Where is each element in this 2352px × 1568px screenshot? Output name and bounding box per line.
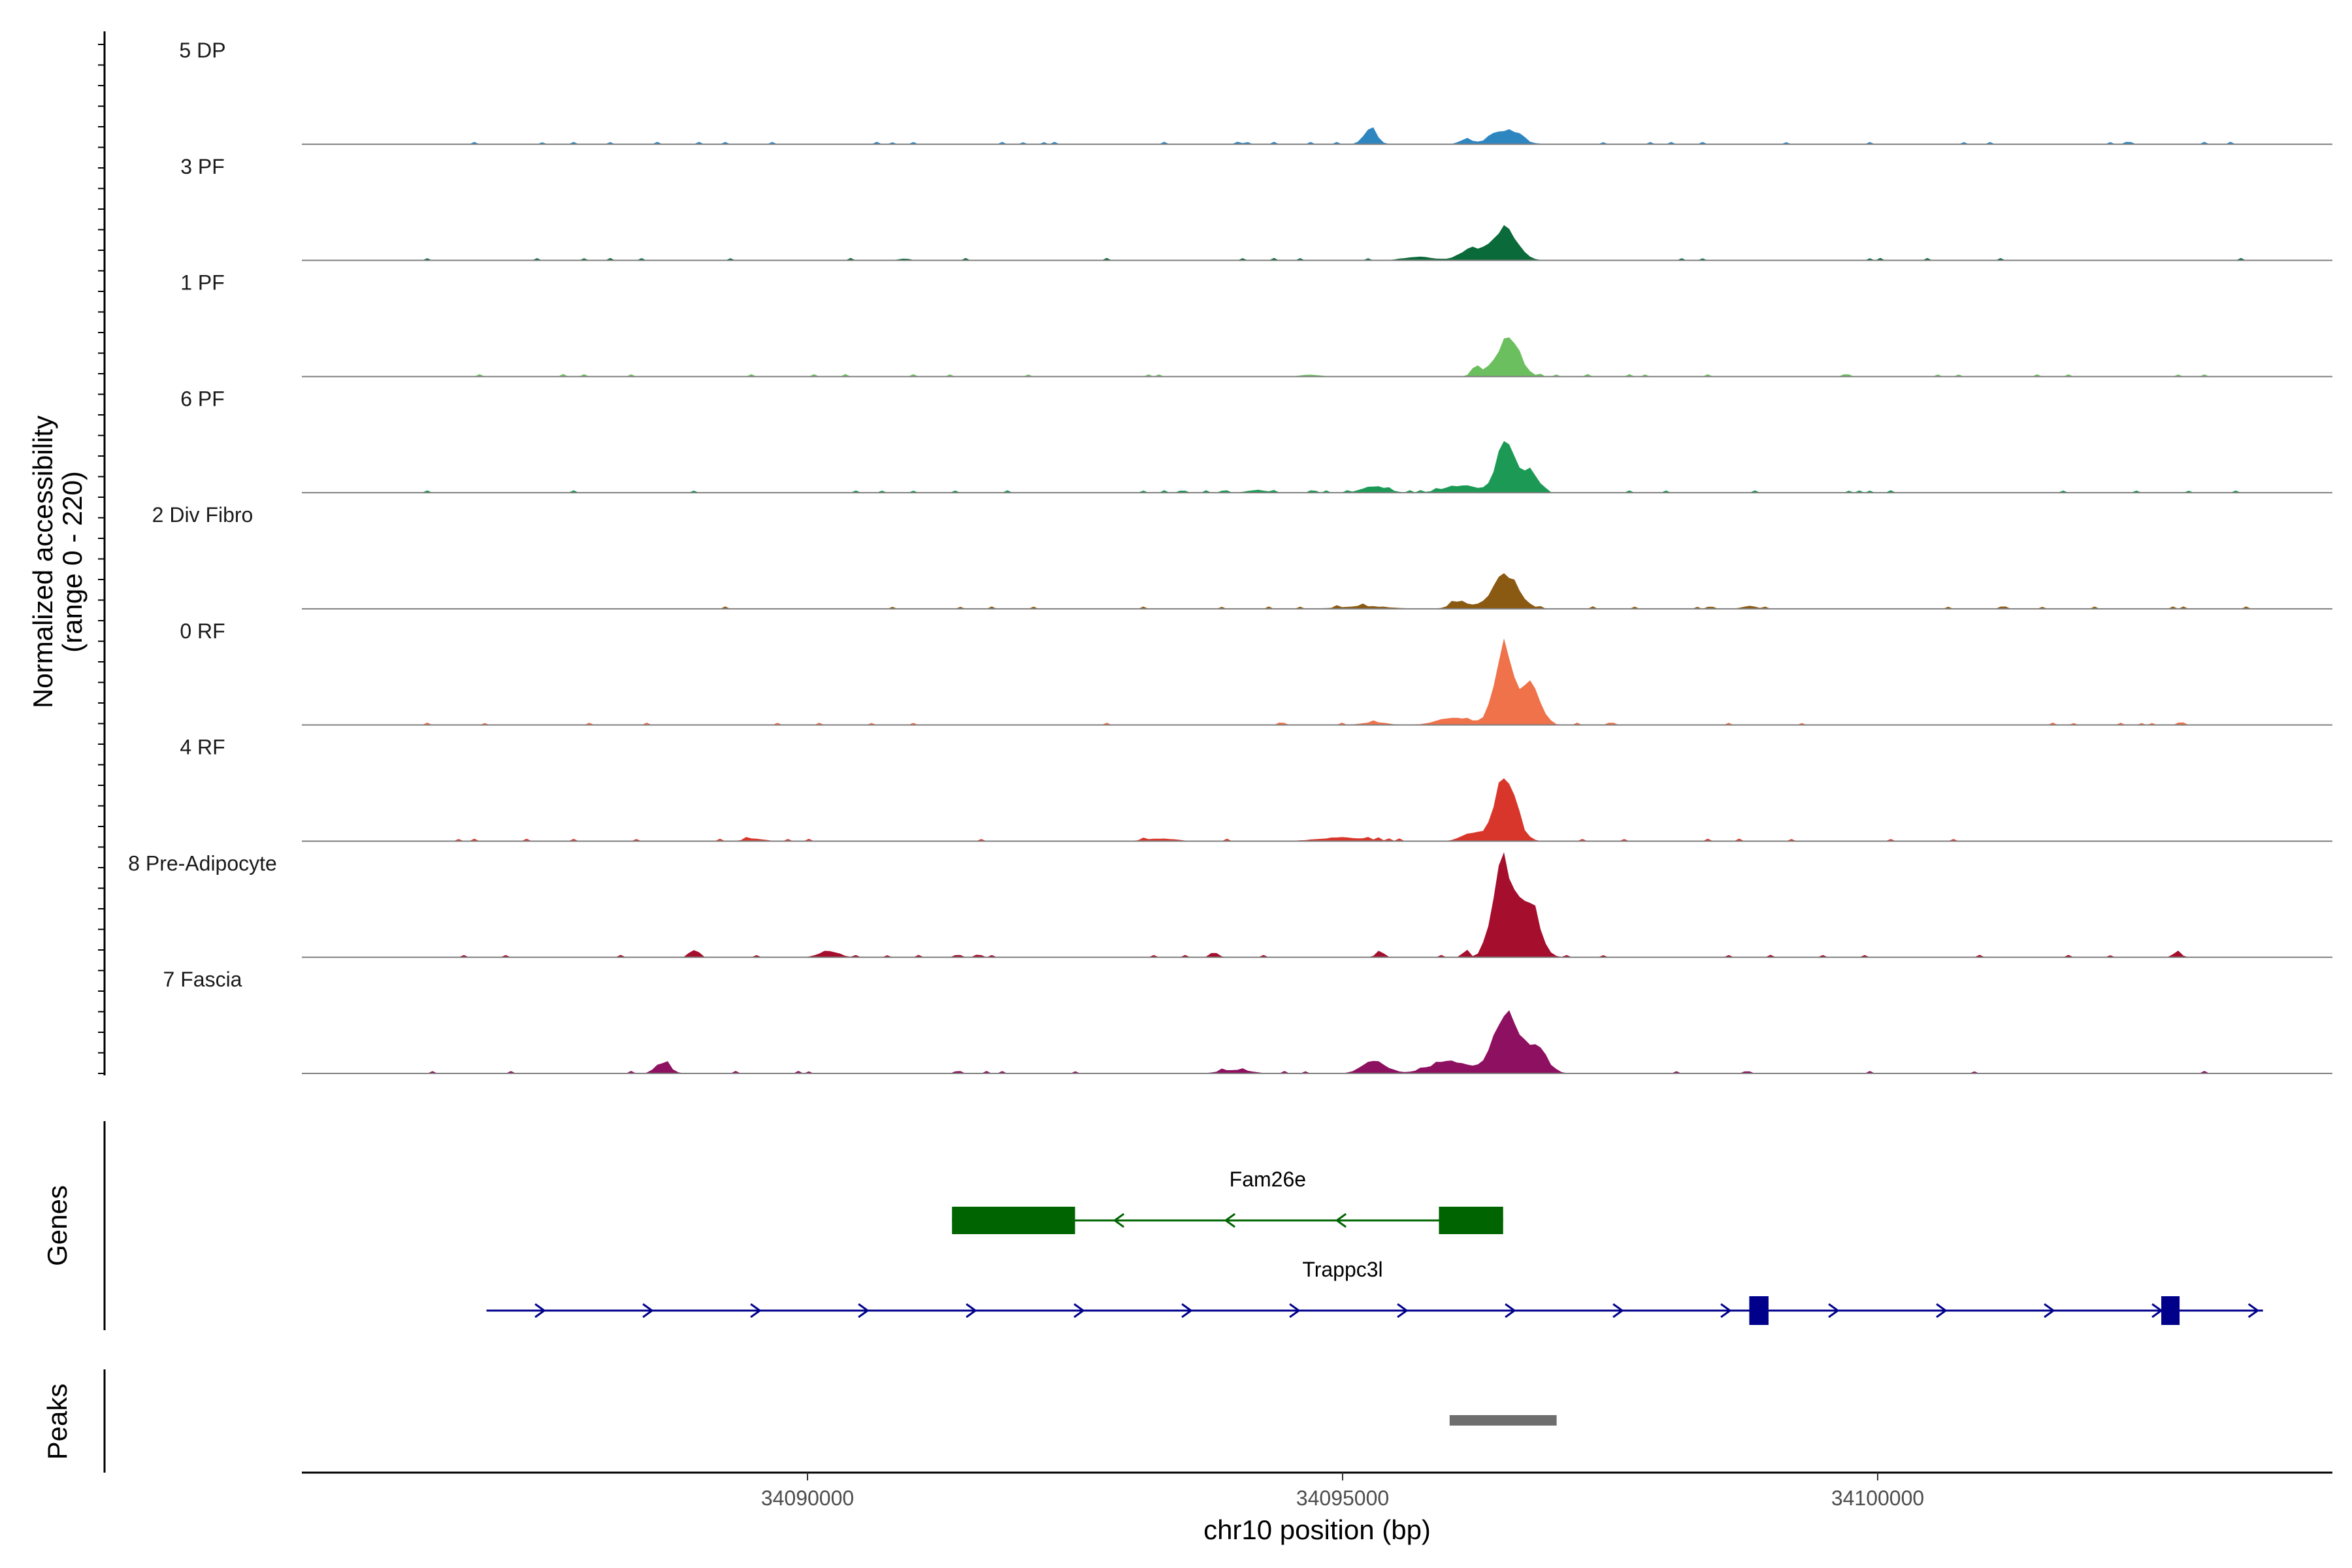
gene-label: Trappc3l bbox=[1302, 1258, 1382, 1281]
track-label: 8 Pre-Adipocyte bbox=[128, 851, 277, 875]
x-tick-label: 34100000 bbox=[1831, 1486, 1924, 1510]
x-axis: 34090000 34095000 34100000 bbox=[302, 1471, 2332, 1510]
track-5-dp: 5 DP bbox=[179, 39, 2332, 145]
strand-arrow bbox=[1397, 1303, 1409, 1318]
x-axis-title: chr10 position (bp) bbox=[1203, 1514, 1431, 1545]
x-tick-label: 34090000 bbox=[761, 1486, 854, 1510]
track-label: 1 PF bbox=[180, 271, 225, 295]
gene-exon bbox=[952, 1207, 1075, 1234]
coverage-area bbox=[302, 337, 2332, 377]
track-label: 2 Div Fibro bbox=[152, 503, 253, 527]
strand-arrow bbox=[1224, 1213, 1236, 1228]
strand-arrow bbox=[1936, 1303, 1948, 1318]
strand-arrow bbox=[858, 1303, 870, 1318]
coverage-area bbox=[302, 225, 2332, 261]
x-tick-label: 34095000 bbox=[1296, 1486, 1389, 1510]
genes-panel: Fam26e Trappc3l bbox=[103, 1121, 2263, 1330]
coverage-area bbox=[302, 852, 2332, 958]
track-0-rf: 0 RF bbox=[180, 619, 2332, 726]
y-axis-range: (range 0 - 220) bbox=[57, 471, 88, 653]
strand-arrow bbox=[1181, 1303, 1193, 1318]
track-label: 3 PF bbox=[180, 155, 225, 178]
strand-arrow bbox=[1720, 1303, 1732, 1318]
track-7-fascia: 7 Fascia bbox=[163, 968, 2332, 1074]
coverage-area bbox=[302, 638, 2332, 725]
strand-arrow bbox=[2044, 1303, 2055, 1318]
track-label: 4 RF bbox=[180, 736, 225, 759]
gene-exon bbox=[1439, 1207, 1503, 1234]
strand-arrow bbox=[1289, 1303, 1301, 1318]
coverage-area bbox=[302, 1010, 2332, 1073]
coverage-area bbox=[302, 441, 2332, 493]
track-1-pf: 1 PF bbox=[180, 271, 2332, 378]
coverage-area bbox=[302, 778, 2332, 841]
track-8-pre-adipocyte: 8 Pre-Adipocyte bbox=[128, 851, 2332, 958]
gene-exon bbox=[1749, 1296, 1769, 1325]
strand-arrow bbox=[642, 1303, 654, 1318]
strand-arrow bbox=[2247, 1303, 2260, 1318]
track-label: 0 RF bbox=[180, 619, 225, 643]
gene-exon bbox=[2161, 1296, 2180, 1325]
peak-region-bar bbox=[1449, 1415, 1557, 1426]
strand-arrow bbox=[1335, 1213, 1347, 1228]
strand-arrow bbox=[1612, 1303, 1624, 1318]
gene-trappc3l: Trappc3l bbox=[486, 1258, 2263, 1325]
y-axis-title: Normalized accessibility bbox=[27, 416, 58, 708]
coverage-area bbox=[302, 573, 2332, 609]
peaks-panel bbox=[103, 1369, 1557, 1473]
coverage-tracks: 5 DP 3 PF 1 PF 6 PF 2 Div Fibro 0 RF 4 RF 8 Pre… bbox=[128, 39, 2332, 1074]
strand-arrow bbox=[1505, 1303, 1516, 1318]
y-axis bbox=[98, 31, 106, 1075]
gene-label: Fam26e bbox=[1230, 1168, 1306, 1191]
strand-arrow bbox=[1073, 1303, 1085, 1318]
strand-arrow bbox=[1828, 1303, 1840, 1318]
strand-arrow bbox=[534, 1303, 546, 1318]
track-2-div-fibro: 2 Div Fibro bbox=[152, 503, 2332, 610]
track-3-pf: 3 PF bbox=[180, 155, 2332, 261]
track-6-pf: 6 PF bbox=[180, 387, 2332, 494]
genes-panel-label: Genes bbox=[42, 1185, 73, 1266]
strand-arrow bbox=[966, 1303, 977, 1318]
track-label: 6 PF bbox=[180, 387, 225, 410]
coverage-area bbox=[302, 127, 2332, 144]
strand-arrow bbox=[750, 1303, 762, 1318]
track-label: 7 Fascia bbox=[163, 968, 242, 991]
track-label: 5 DP bbox=[179, 39, 225, 62]
track-4-rf: 4 RF bbox=[180, 736, 2332, 842]
gene-fam26e: Fam26e bbox=[952, 1168, 1503, 1234]
strand-arrow bbox=[1113, 1213, 1125, 1228]
peaks-panel-label: Peaks bbox=[42, 1384, 73, 1460]
